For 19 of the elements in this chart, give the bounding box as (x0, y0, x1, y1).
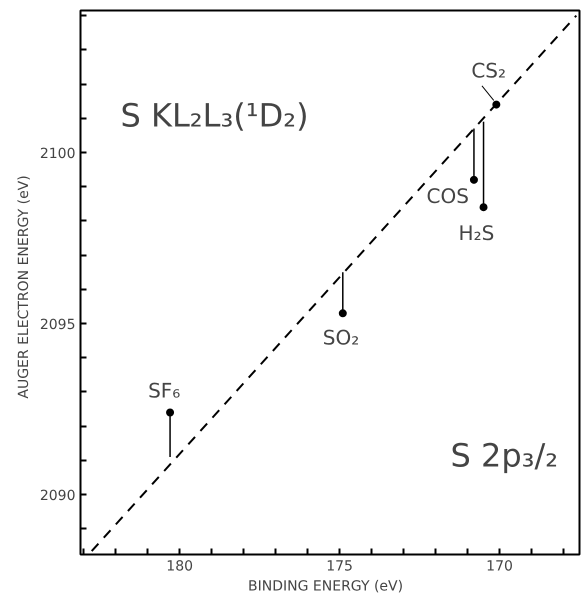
annotation: CS₂ (471, 58, 506, 83)
x-axis-title: BINDING ENERGY (eV) (248, 578, 404, 594)
x-tick-label: 180 (166, 558, 194, 574)
annotation: H₂S (458, 221, 494, 246)
y-tick-label: 2095 (40, 317, 76, 334)
annotation: COS (426, 184, 469, 208)
annotation: SF₆ (148, 378, 180, 403)
y-tick-label: 2090 (40, 488, 76, 504)
y-tick-label: 2100 (40, 146, 76, 162)
point (166, 408, 174, 417)
point (470, 176, 478, 184)
point (338, 309, 347, 318)
x-tick-label: 170 (486, 558, 513, 574)
x-tick-label: 175 (326, 558, 353, 574)
y-axis-title: AUGER ELECTRON ENERGY (eV) (16, 175, 32, 399)
point (480, 203, 488, 212)
annotation: S 2p₃/₂ (450, 436, 558, 474)
annotation: SO₂ (322, 325, 360, 350)
annotation: S KL₂L₃(¹D₂) (120, 96, 309, 134)
